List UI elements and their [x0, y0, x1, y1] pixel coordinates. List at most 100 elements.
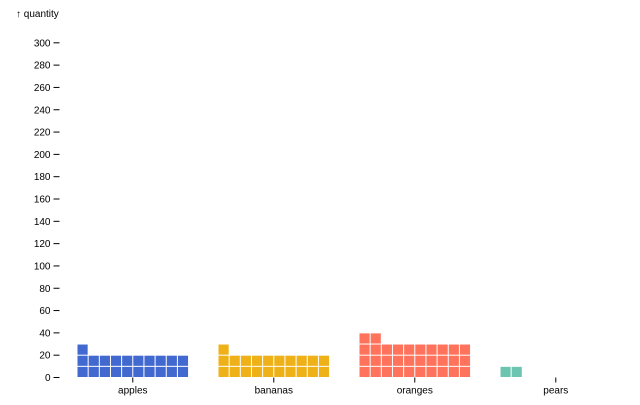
x-tick-label: pears — [543, 386, 568, 397]
waffle-cell — [77, 355, 88, 366]
waffle-cell — [296, 366, 307, 377]
waffle-cell — [392, 355, 404, 366]
waffle-cell — [381, 344, 392, 355]
waffle-cell — [500, 366, 511, 377]
waffle-cell — [133, 366, 144, 377]
waffle-cell — [426, 344, 437, 355]
waffle-cell — [240, 366, 251, 377]
y-tick-label: 180 — [34, 172, 51, 183]
waffle-cell — [415, 355, 426, 366]
waffle-cell — [99, 366, 110, 377]
waffle-bar-pears — [500, 366, 522, 377]
waffle-cell — [370, 355, 381, 366]
waffle-cell — [426, 366, 437, 377]
y-tick-label: 100 — [34, 261, 51, 272]
y-axis-label: ↑ quantity — [16, 9, 59, 20]
y-tick-label: 40 — [39, 328, 51, 339]
y-tick-label: 120 — [34, 239, 51, 250]
waffle-cell — [448, 366, 459, 377]
waffle-cell — [166, 355, 177, 366]
waffle-cell — [177, 355, 189, 366]
y-tick-label: 60 — [39, 306, 51, 317]
waffle-cell — [122, 366, 133, 377]
waffle-cell — [307, 366, 318, 377]
waffle-cell — [122, 355, 133, 366]
waffle-cell — [359, 366, 370, 377]
waffle-cell — [437, 366, 448, 377]
y-tick-label: 240 — [34, 105, 51, 116]
waffle-cell — [359, 355, 370, 366]
y-tick-label: 300 — [34, 38, 51, 49]
waffle-cell — [392, 366, 404, 377]
waffle-cell — [370, 333, 381, 344]
waffle-cell — [448, 344, 459, 355]
waffle-cell — [370, 344, 381, 355]
waffle-cell — [263, 366, 274, 377]
waffle-cell — [274, 366, 285, 377]
waffle-cell — [381, 366, 392, 377]
waffle-cell — [229, 355, 240, 366]
waffle-cell — [263, 355, 274, 366]
y-axis: 0 20 40 60 80 100 120 140 160 180 200 220 240 260 280 3… — [34, 38, 60, 384]
x-axis: apples bananas oranges pears — [118, 377, 568, 397]
waffle-cell — [285, 366, 296, 377]
y-tick-label: 280 — [34, 61, 51, 72]
x-tick-label: oranges — [397, 386, 433, 397]
waffle-cell — [285, 355, 296, 366]
waffle-cell — [415, 366, 426, 377]
waffle-cell — [459, 355, 471, 366]
waffle-cell — [77, 366, 88, 377]
waffle-bar-bananas — [218, 344, 330, 377]
y-tick-label: 140 — [34, 217, 51, 228]
waffle-cell — [99, 355, 110, 366]
waffle-cell — [359, 333, 370, 344]
bars — [77, 333, 522, 377]
waffle-cell — [437, 344, 448, 355]
waffle-bar-apples — [77, 344, 189, 377]
waffle-cell — [274, 355, 285, 366]
waffle-cell — [155, 366, 166, 377]
waffle-cell — [381, 355, 392, 366]
y-tick-label: 160 — [34, 195, 51, 206]
waffle-cell — [251, 366, 263, 377]
waffle-cell — [110, 355, 122, 366]
waffle-cell — [392, 344, 404, 355]
waffle-cell — [459, 366, 471, 377]
waffle-cell — [229, 366, 240, 377]
y-tick-label: 20 — [39, 351, 51, 362]
x-tick-label: bananas — [255, 386, 293, 397]
waffle-cell — [404, 355, 415, 366]
y-tick-label: 260 — [34, 83, 51, 94]
waffle-cell — [296, 355, 307, 366]
waffle-cell — [370, 366, 381, 377]
waffle-cell — [218, 366, 229, 377]
x-tick-label: apples — [118, 386, 147, 397]
waffle-cell — [415, 344, 426, 355]
waffle-cell — [426, 355, 437, 366]
y-tick-label: 220 — [34, 128, 51, 139]
y-tick-label: 80 — [39, 284, 51, 295]
waffle-cell — [144, 366, 155, 377]
waffle-cell — [177, 366, 189, 377]
waffle-cell — [133, 355, 144, 366]
waffle-cell — [110, 366, 122, 377]
waffle-cell — [459, 344, 471, 355]
waffle-cell — [166, 366, 177, 377]
waffle-cell — [404, 366, 415, 377]
waffle-cell — [218, 355, 229, 366]
waffle-cell — [437, 355, 448, 366]
y-tick-label: 0 — [45, 373, 51, 384]
waffle-cell — [511, 366, 522, 377]
waffle-cell — [448, 355, 459, 366]
waffle-cell — [77, 344, 88, 355]
waffle-cell — [318, 366, 330, 377]
waffle-cell — [359, 344, 370, 355]
waffle-bar-oranges — [359, 333, 471, 377]
waffle-cell — [88, 355, 99, 366]
waffle-cell — [218, 344, 229, 355]
waffle-cell — [251, 355, 263, 366]
waffle-cell — [318, 355, 330, 366]
waffle-cell — [144, 355, 155, 366]
waffle-cell — [404, 344, 415, 355]
